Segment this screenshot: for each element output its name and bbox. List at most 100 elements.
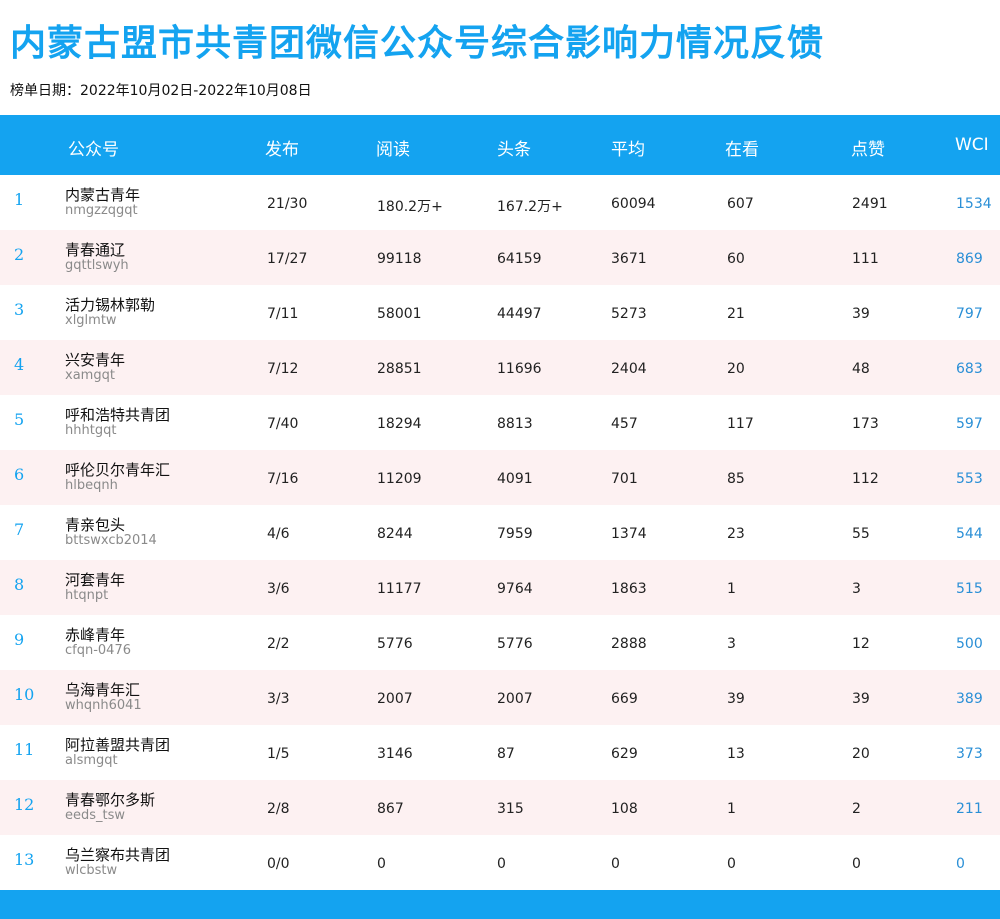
read-count: 8244 (377, 526, 413, 542)
average-read: 108 (611, 801, 638, 817)
read-count: 11177 (377, 581, 422, 597)
watching-count: 23 (727, 526, 745, 542)
column-header-average: 平均 (611, 140, 645, 160)
rank-number: 6 (14, 465, 25, 484)
account-name: 阿拉善盟共青团 (65, 736, 171, 754)
table-row: 5 呼和浩特共青团 hhhtgqt 7/40 18294 8813 457 117 173 597 (0, 395, 1000, 450)
wci-score: 797 (956, 306, 983, 322)
date-range: 榜单日期：2022年10月02日-2022年10月08日 (10, 83, 312, 99)
table-row: 7 青亲包头 bttswxcb2014 4/6 8244 7959 1374 23 55 544 (0, 505, 1000, 560)
table-row: 3 活力锡林郭勒 xlglmtw 7/11 58001 44497 5273 21 39 797 (0, 285, 1000, 340)
publish-count: 3/3 (267, 691, 290, 707)
read-count: 11209 (377, 471, 422, 487)
watching-count: 13 (727, 746, 745, 762)
wci-score: 389 (956, 691, 983, 707)
account-name: 青春鄂尔多斯 (65, 791, 156, 809)
likes-count: 3 (852, 581, 861, 597)
average-read: 5273 (611, 306, 647, 322)
watching-count: 117 (727, 416, 754, 432)
account-name: 赤峰青年 (65, 626, 126, 644)
read-count: 5776 (377, 636, 413, 652)
table-row: 10 乌海青年汇 whqnh6041 3/3 2007 2007 669 39 39 389 (0, 670, 1000, 725)
table-body: 1 内蒙古青年 nmgzzqgqt 21/30 180.2万+ 167.2万+ 60094 6… (0, 175, 1000, 890)
publish-count: 3/6 (267, 581, 290, 597)
wci-score: 211 (956, 801, 983, 817)
rank-number: 12 (14, 795, 35, 814)
table-row: 1 内蒙古青年 nmgzzqgqt 21/30 180.2万+ 167.2万+ 60094 6… (0, 175, 1000, 230)
table-row: 8 河套青年 htqnpt 3/6 11177 9764 1863 1 3 515 (0, 560, 1000, 615)
average-read: 457 (611, 416, 638, 432)
table-row: 6 呼伦贝尔青年汇 hlbeqnh 7/16 11209 4091 701 85 112 553 (0, 450, 1000, 505)
page-title: 内蒙古盟市共青团微信公众号综合影响力情况反馈 (10, 23, 825, 64)
account-name: 呼伦贝尔青年汇 (65, 461, 171, 479)
publish-count: 7/12 (267, 361, 299, 377)
rank-number: 13 (14, 850, 35, 869)
average-read: 1863 (611, 581, 647, 597)
average-read: 0 (611, 856, 620, 872)
column-header-publish: 发布 (265, 140, 299, 160)
wci-score: 373 (956, 746, 983, 762)
headline-read-count: 8813 (497, 416, 533, 432)
rank-number: 2 (14, 245, 25, 264)
watching-count: 60 (727, 251, 745, 267)
account-id: cfqn-0476 (65, 643, 131, 658)
headline-read-count: 9764 (497, 581, 533, 597)
account-id: whqnh6041 (65, 698, 142, 713)
read-count: 28851 (377, 361, 422, 377)
rank-number: 11 (14, 740, 35, 759)
table-row: 12 青春鄂尔多斯 eeds_tsw 2/8 867 315 108 1 2 211 (0, 780, 1000, 835)
watching-count: 39 (727, 691, 745, 707)
account-name: 活力锡林郭勒 (65, 296, 156, 314)
account-id: bttswxcb2014 (65, 533, 157, 548)
headline-read-count: 11696 (497, 361, 542, 377)
rank-number: 9 (14, 630, 25, 649)
publish-count: 1/5 (267, 746, 290, 762)
headline-read-count: 44497 (497, 306, 542, 322)
likes-count: 55 (852, 526, 870, 542)
read-count: 99118 (377, 251, 422, 267)
headline-read-count: 167.2万+ (497, 199, 563, 215)
wci-score: 597 (956, 416, 983, 432)
likes-count: 48 (852, 361, 870, 377)
watching-count: 1 (727, 581, 736, 597)
read-count: 180.2万+ (377, 199, 443, 215)
column-header-account: 公众号 (68, 140, 119, 160)
account-name: 青亲包头 (65, 516, 126, 534)
likes-count: 2491 (852, 196, 888, 212)
account-id: wlcbstw (65, 863, 118, 878)
rank-number: 5 (14, 410, 25, 429)
likes-count: 2 (852, 801, 861, 817)
account-id: gqttlswyh (65, 258, 129, 273)
watching-count: 20 (727, 361, 745, 377)
account-name: 乌兰察布共青团 (65, 846, 171, 864)
account-id: nmgzzqgqt (65, 203, 138, 218)
likes-count: 12 (852, 636, 870, 652)
average-read: 60094 (611, 196, 656, 212)
headline-read-count: 4091 (497, 471, 533, 487)
ranking-table: 公众号 发布 阅读 头条 平均 在看 点赞 WCI 1 内蒙古青年 nmgzzqgq… (0, 115, 1000, 890)
publish-count: 7/16 (267, 471, 299, 487)
rank-number: 1 (14, 190, 25, 209)
wci-score: 0 (956, 856, 965, 872)
table-row: 9 赤峰青年 cfqn-0476 2/2 5776 5776 2888 3 12 500 (0, 615, 1000, 670)
wci-score: 1534 (956, 196, 992, 212)
watching-count: 607 (727, 196, 754, 212)
read-count: 58001 (377, 306, 422, 322)
column-header-headline: 头条 (497, 140, 531, 160)
headline-read-count: 87 (497, 746, 515, 762)
publish-count: 4/6 (267, 526, 290, 542)
publish-count: 7/40 (267, 416, 299, 432)
account-id: xlglmtw (65, 313, 117, 328)
watching-count: 1 (727, 801, 736, 817)
headline-read-count: 2007 (497, 691, 533, 707)
column-header-watching: 在看 (725, 140, 759, 160)
rank-number: 3 (14, 300, 25, 319)
column-header-likes: 点赞 (851, 140, 885, 160)
publish-count: 7/11 (267, 306, 299, 322)
account-id: eeds_tsw (65, 808, 126, 823)
average-read: 2888 (611, 636, 647, 652)
watching-count: 85 (727, 471, 745, 487)
likes-count: 112 (852, 471, 879, 487)
headline-read-count: 0 (497, 856, 506, 872)
likes-count: 39 (852, 691, 870, 707)
